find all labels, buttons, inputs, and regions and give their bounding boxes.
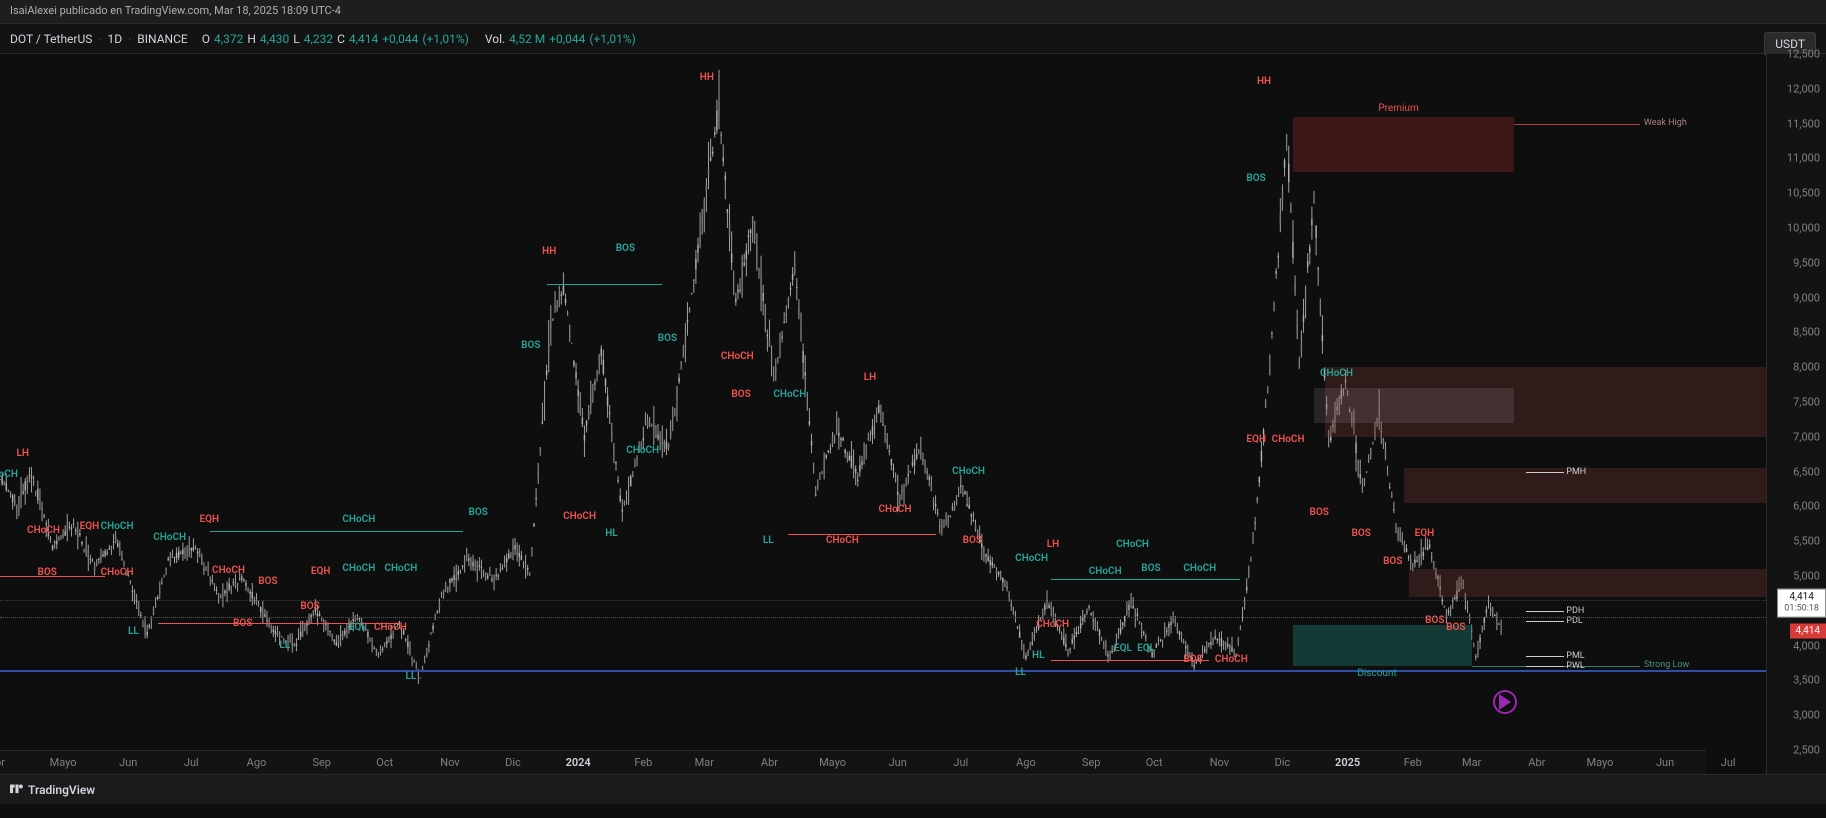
x-tick: Ago — [247, 756, 267, 769]
structure-line — [788, 534, 935, 535]
y-tick: 10,500 — [1787, 187, 1820, 200]
price-axis[interactable]: 2,5003,0003,5004,0004,5005,0005,5006,000… — [1766, 54, 1826, 774]
x-tick: Oct — [376, 756, 393, 769]
h-val: 4,430 — [260, 32, 289, 46]
vol-chg-pct: (+1,01%) — [589, 32, 635, 46]
level-marker: PMH — [1566, 467, 1586, 477]
y-tick: 11,500 — [1787, 117, 1820, 130]
structure-line — [210, 531, 462, 532]
zone-line — [1514, 124, 1640, 125]
vol-val: 4,52 M — [509, 32, 545, 46]
y-tick: 10,000 — [1787, 222, 1820, 235]
footer: TradingView — [0, 774, 1826, 804]
timeframe[interactable]: 1D — [108, 32, 123, 46]
y-tick: 9,500 — [1793, 256, 1820, 269]
l-val: 4,232 — [304, 32, 333, 46]
tradingview-logo-icon — [10, 782, 28, 797]
x-tick: Feb — [1404, 756, 1422, 769]
o-val: 4,372 — [214, 32, 243, 46]
o-label: O — [202, 32, 210, 46]
symbol-info-bar: DOT / TetherUS · 1D · BINANCE O4,372 H4,… — [0, 24, 1826, 54]
replay-button[interactable] — [1493, 690, 1517, 714]
y-tick: 3,500 — [1793, 674, 1820, 687]
level-marker: PDH — [1566, 606, 1584, 616]
structure-line — [547, 284, 663, 285]
x-tick: Jul — [953, 756, 968, 769]
x-tick: Jul — [184, 756, 199, 769]
zone-tag: Weak High — [1644, 118, 1687, 128]
y-tick: 11,000 — [1787, 152, 1820, 165]
y-tick: 12,000 — [1787, 82, 1820, 95]
x-tick: Feb — [634, 756, 652, 769]
h-label: H — [247, 32, 256, 46]
support-line — [0, 600, 1766, 601]
price-plot[interactable]: or Mayo Jun Jul Ago Sep Oct Nov Dic 2024 Feb Mar Abr… — [0, 54, 1766, 774]
exchange: BINANCE — [137, 32, 187, 46]
y-tick: 12,500 — [1787, 48, 1820, 61]
x-tick: or — [0, 756, 5, 769]
y-tick: 8,500 — [1793, 326, 1820, 339]
vol-label: Vol. — [485, 32, 505, 46]
y-tick: 6,000 — [1793, 500, 1820, 513]
x-tick: Abr — [1528, 756, 1545, 769]
zone-label: Premium — [1378, 103, 1418, 114]
x-tick: 2025 — [1335, 756, 1360, 769]
x-tick: Dic — [505, 756, 521, 769]
chart-wrap: or Mayo Jun Jul Ago Sep Oct Nov Dic 2024 Feb Mar Abr… — [0, 54, 1826, 774]
support-line — [0, 670, 1766, 672]
chg-pct: (+1,01%) — [422, 32, 468, 46]
x-tick: Mayo — [50, 756, 77, 769]
ticker-price-box: 4,41401:50:18 — [1777, 588, 1826, 617]
x-tick: Mayo — [1586, 756, 1613, 769]
x-tick: Jun — [119, 756, 137, 769]
c-val: 4,414 — [349, 32, 378, 46]
x-tick: Nov — [1210, 756, 1229, 769]
y-tick: 5,500 — [1793, 535, 1820, 548]
x-tick: Nov — [440, 756, 459, 769]
last-price-tag: 4,414 — [1790, 623, 1826, 638]
x-tick: Jul — [1721, 756, 1736, 769]
symbol[interactable]: DOT / TetherUS — [10, 32, 92, 46]
x-tick: Oct — [1146, 756, 1163, 769]
brand-text: TradingView — [28, 783, 95, 797]
x-tick: Sep — [312, 756, 331, 769]
y-tick: 2,500 — [1793, 744, 1820, 757]
structure-line — [158, 623, 400, 624]
x-tick: Dic — [1275, 756, 1291, 769]
c-label: C — [337, 32, 345, 46]
structure-line — [1051, 660, 1209, 661]
vol-chg-abs: +0,044 — [549, 32, 585, 46]
zone-label: Discount — [1357, 668, 1396, 679]
y-tick: 7,000 — [1793, 430, 1820, 443]
x-tick: Sep — [1082, 756, 1101, 769]
zone-tag: Strong Low — [1644, 660, 1689, 670]
x-tick: Mar — [1462, 756, 1481, 769]
x-tick: Mar — [695, 756, 714, 769]
level-marker: PWL — [1566, 661, 1585, 671]
y-tick: 5,000 — [1793, 570, 1820, 583]
x-tick: 2024 — [566, 756, 591, 769]
x-tick: Ago — [1016, 756, 1036, 769]
y-tick: 9,000 — [1793, 291, 1820, 304]
y-tick: 3,000 — [1793, 709, 1820, 722]
x-tick: Jun — [1656, 756, 1674, 769]
publish-text: IsaiAlexei publicado en TradingView.com,… — [10, 4, 341, 17]
structure-line — [0, 576, 105, 577]
y-tick: 6,500 — [1793, 465, 1820, 478]
time-axis[interactable]: or Mayo Jun Jul Ago Sep Oct Nov Dic 2024 Feb Mar Abr… — [0, 750, 1706, 774]
chg-abs: +0,044 — [382, 32, 418, 46]
structure-line — [1051, 579, 1240, 580]
x-tick: Jun — [889, 756, 907, 769]
y-tick: 4,000 — [1793, 639, 1820, 652]
y-tick: 7,500 — [1793, 396, 1820, 409]
x-tick: Abr — [761, 756, 778, 769]
y-tick: 8,000 — [1793, 361, 1820, 374]
publish-header: IsaiAlexei publicado en TradingView.com,… — [0, 0, 1826, 24]
l-label: L — [293, 32, 299, 46]
level-marker: PML — [1566, 651, 1584, 661]
x-tick: Mayo — [819, 756, 846, 769]
last-price-line — [0, 617, 1766, 618]
